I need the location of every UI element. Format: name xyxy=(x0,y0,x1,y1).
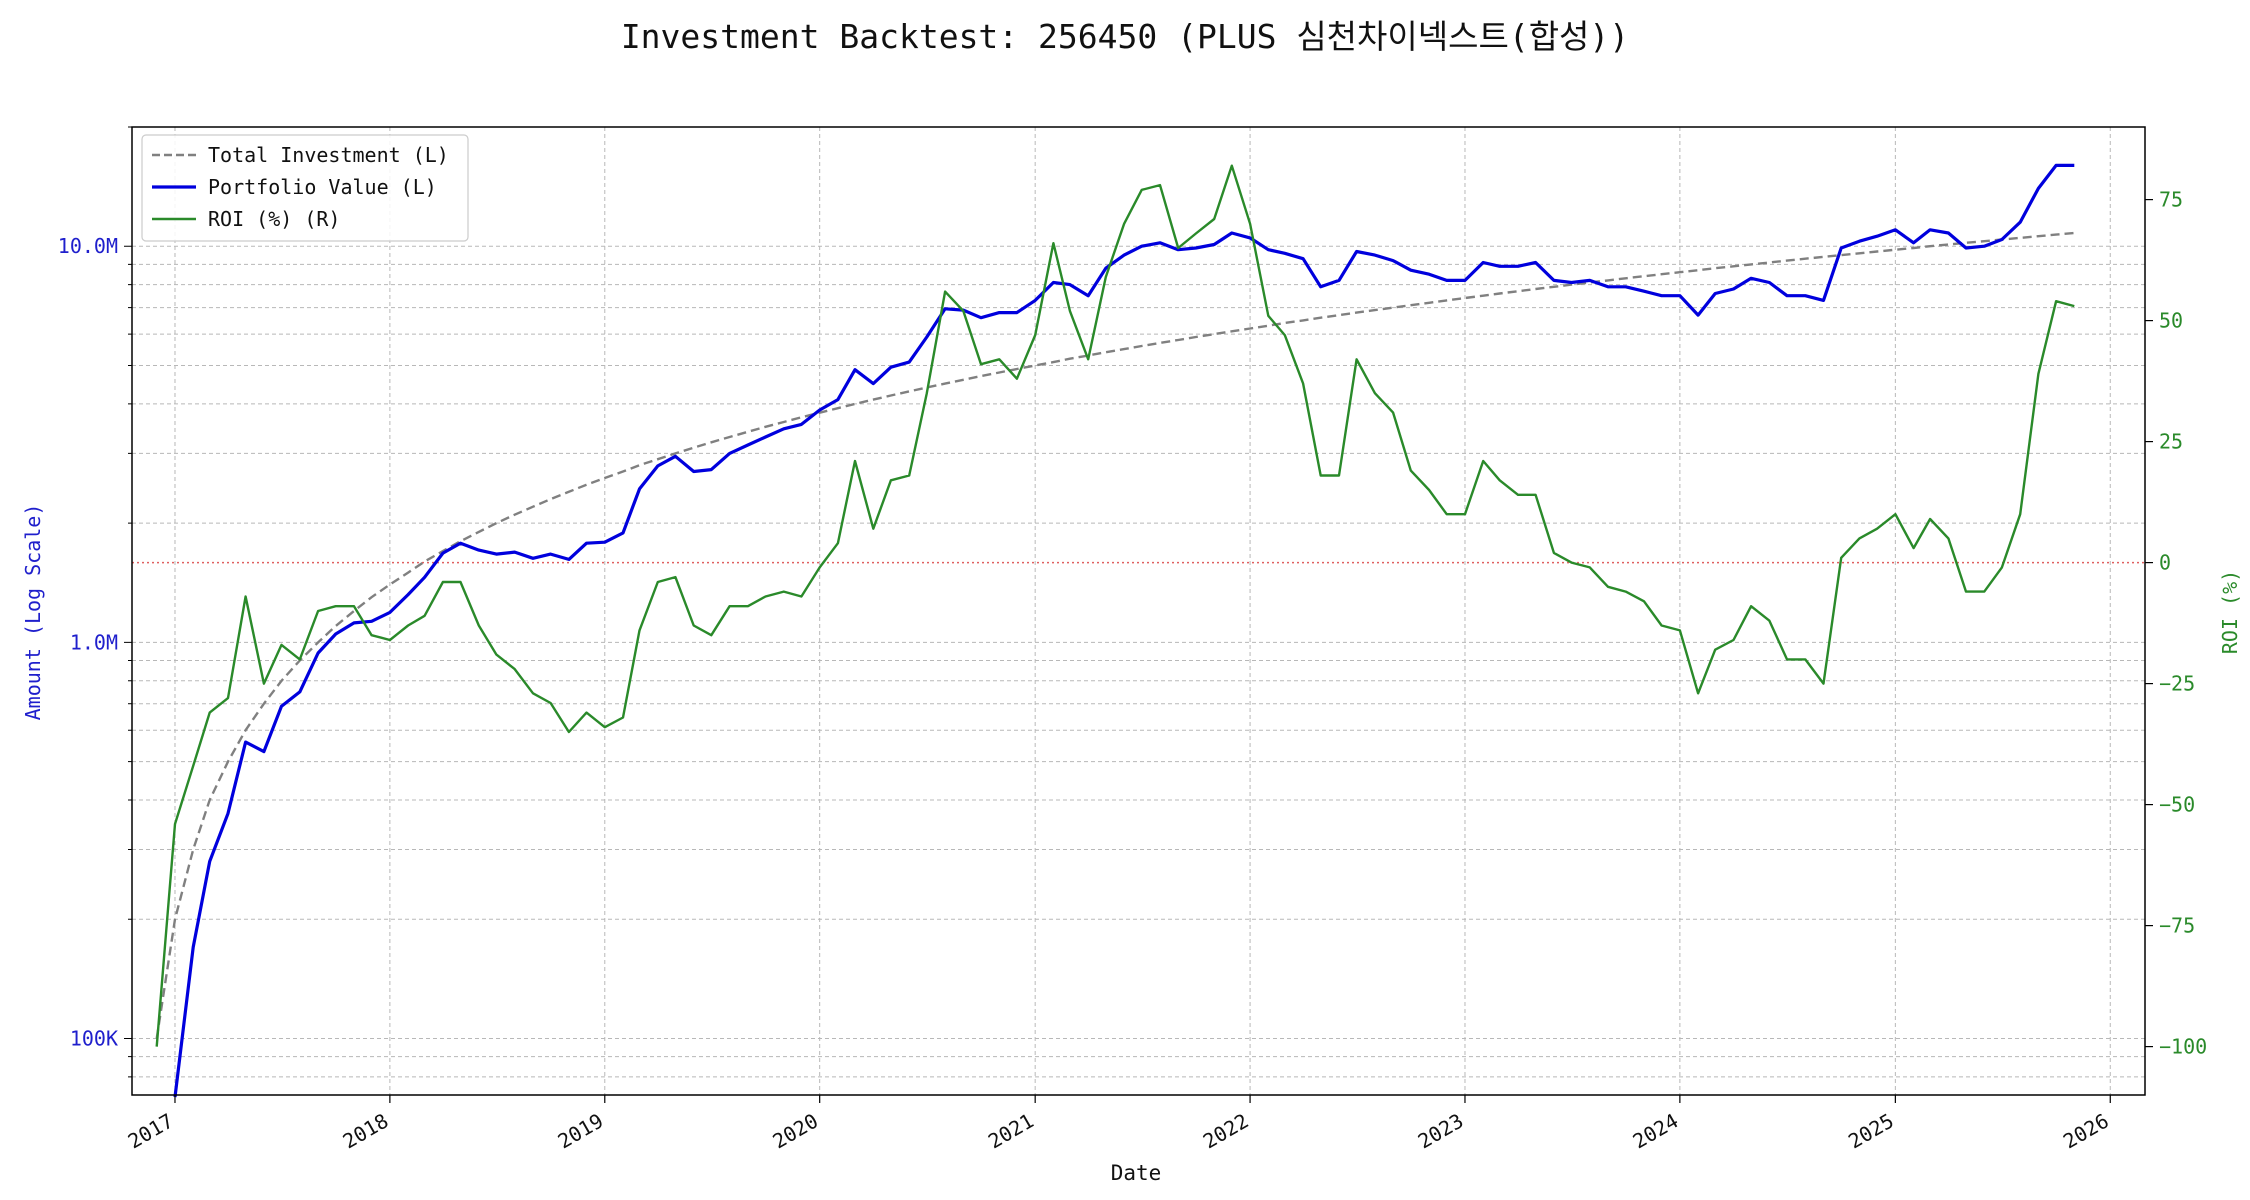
portfolio-value-line xyxy=(173,163,2075,1098)
chart-title: Investment Backtest: 256450 (PLUS 심천차이넥스… xyxy=(621,17,1629,56)
y-right-tick-label: 25 xyxy=(2159,430,2183,454)
y-left-tick-label: 100K xyxy=(70,1026,118,1050)
legend-box xyxy=(141,134,469,242)
y-left-tick-label: 1.0M xyxy=(70,630,118,654)
legend: Total Investment (L) Portfolio Value (L) R… xyxy=(141,134,469,242)
x-tick-label: 2022 xyxy=(1199,1109,1253,1154)
y-right-axis-label: ROI (%) xyxy=(2218,570,2242,654)
total-investment-line xyxy=(155,231,2075,1039)
y-right-tick-label: −75 xyxy=(2159,914,2195,938)
plot-frame xyxy=(131,126,2146,1096)
ticks-layer: 2017 2018 2019 2020 2021 2022 2023 2024 2025 2026… xyxy=(58,126,2207,1154)
y-right-tick-label: 75 xyxy=(2159,188,2183,212)
x-tick-label: 2018 xyxy=(339,1109,393,1154)
y-left-axis-label: Amount (Log Scale) xyxy=(21,504,45,721)
series-layer xyxy=(155,163,2075,1098)
x-axis-label: Date xyxy=(1111,1161,1162,1185)
x-tick-label: 2023 xyxy=(1414,1109,1468,1154)
y-right-tick-label: 50 xyxy=(2159,309,2183,333)
legend-label: Total Investment (L) xyxy=(208,143,449,167)
y-right-tick-label: −50 xyxy=(2159,793,2195,817)
x-tick-label: 2025 xyxy=(1844,1109,1898,1154)
x-tick-label: 2019 xyxy=(554,1109,608,1154)
legend-label: ROI (%) (R) xyxy=(208,207,340,231)
x-tick-label: 2026 xyxy=(2059,1109,2113,1154)
y-right-tick-label: 0 xyxy=(2159,551,2171,575)
y-right-tick-label: −100 xyxy=(2159,1035,2207,1059)
y-right-tick-label: −25 xyxy=(2159,672,2195,696)
y-left-tick-label: 10.0M xyxy=(58,234,118,258)
legend-label: Portfolio Value (L) xyxy=(208,175,437,199)
axes-layer xyxy=(131,126,2146,1096)
x-tick-label: 2024 xyxy=(1629,1109,1683,1154)
x-tick-label: 2020 xyxy=(768,1109,822,1154)
roi-line xyxy=(155,164,2075,1047)
grid-layer xyxy=(132,126,2145,1095)
x-tick-label: 2017 xyxy=(124,1109,178,1154)
x-tick-label: 2021 xyxy=(984,1109,1038,1154)
